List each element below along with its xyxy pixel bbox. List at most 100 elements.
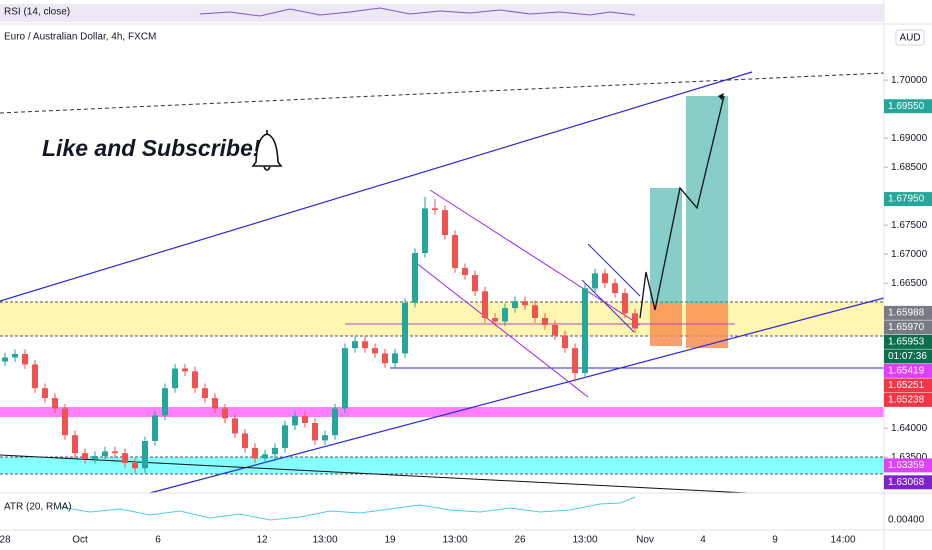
price-label: 01:07:36 xyxy=(888,351,927,362)
price-label: 1.65953 xyxy=(888,337,925,348)
price-label-bg xyxy=(884,320,932,335)
candle-body xyxy=(542,317,548,325)
rsi-label: RSI (14, close) xyxy=(4,7,70,18)
price-label: 1.69550 xyxy=(888,101,925,112)
candle-body xyxy=(302,416,308,424)
bell-icon xyxy=(251,130,283,171)
candle-body xyxy=(112,451,118,454)
candle-body xyxy=(262,454,268,459)
yellow-zone xyxy=(0,302,884,336)
candle-body xyxy=(592,273,598,289)
price-label: 1.65238 xyxy=(888,395,925,406)
y-tick-label: 1.66500 xyxy=(891,278,928,289)
candle-body xyxy=(352,341,358,349)
candle-body xyxy=(172,368,178,389)
candle-body xyxy=(12,353,18,358)
candle-body xyxy=(562,335,568,349)
price-label: 1.65988 xyxy=(888,308,925,319)
candle-body xyxy=(232,418,238,434)
candle-body xyxy=(22,353,28,365)
candle-body xyxy=(322,435,328,441)
price-label: 1.65970 xyxy=(888,322,925,333)
candle-body xyxy=(572,348,578,374)
candle-body xyxy=(202,388,208,399)
price-label-bg xyxy=(884,305,932,320)
x-tick-label: 19 xyxy=(384,535,396,546)
price-label-bg xyxy=(884,349,932,364)
x-tick-label: 4 xyxy=(700,535,706,546)
candle-body xyxy=(2,357,8,362)
rsi-band xyxy=(0,4,884,22)
candle-body xyxy=(452,235,458,269)
candle-body xyxy=(532,305,538,318)
y-tick-label: 1.63500 xyxy=(891,452,928,463)
symbol-title: Euro / Australian Dollar, 4h, FXCM xyxy=(4,32,156,43)
x-tick-label: 13:00 xyxy=(312,535,337,546)
candle-body xyxy=(552,324,558,336)
candle-body xyxy=(222,408,228,419)
price-label-bg xyxy=(884,192,932,207)
price-label: 1.65419 xyxy=(888,366,925,377)
long-stop xyxy=(686,304,728,348)
price-label-bg xyxy=(884,363,932,378)
flag-line xyxy=(581,279,635,333)
candle-body xyxy=(72,435,78,454)
magenta-zone xyxy=(0,407,884,417)
candle-body xyxy=(52,398,58,409)
x-tick-label: Nov xyxy=(636,535,654,546)
y-tick-label: 1.70000 xyxy=(891,75,928,86)
candle-body xyxy=(122,453,128,464)
candle-body xyxy=(492,317,498,322)
candle-body xyxy=(42,388,48,399)
price-label-bg xyxy=(884,392,932,407)
x-tick-label: 13:00 xyxy=(572,535,597,546)
x-tick-label: Oct xyxy=(72,535,88,546)
x-tick-label: 6 xyxy=(155,535,161,546)
candle-body xyxy=(432,208,438,211)
price-label-bg xyxy=(884,334,932,349)
dashed-trendline xyxy=(0,72,885,114)
x-tick-label: 12 xyxy=(256,535,268,546)
candle-body xyxy=(422,208,428,254)
y-tick-label: 1.69000 xyxy=(891,133,928,144)
candle-body xyxy=(502,308,508,322)
candle-body xyxy=(622,293,628,314)
price-label: 1.65251 xyxy=(888,380,925,391)
long-target xyxy=(650,188,682,304)
y-tick-label: 1.67500 xyxy=(891,220,928,231)
candle-body xyxy=(482,291,488,318)
candle-body xyxy=(512,301,518,309)
y-tick-label: 1.67000 xyxy=(891,249,928,260)
atr-line xyxy=(59,496,636,521)
cyan-zone xyxy=(0,457,884,474)
annotation: Like and Subscribe! xyxy=(42,135,261,161)
candle-body xyxy=(312,423,318,441)
channel-upper xyxy=(0,71,753,302)
long-target xyxy=(686,96,728,304)
candle-body xyxy=(522,301,528,306)
candle-body xyxy=(392,353,398,364)
candle-body xyxy=(382,353,388,364)
candle-body xyxy=(162,388,168,416)
atr-label: ATR (20, RMA) xyxy=(4,502,72,513)
x-tick-label: 13:00 xyxy=(442,535,467,546)
candle-body xyxy=(132,463,138,469)
currency-badge xyxy=(895,29,925,46)
price-label-bg xyxy=(884,99,932,114)
candle-body xyxy=(242,433,248,448)
candle-body xyxy=(142,440,148,469)
y-tick-label: 1.68500 xyxy=(891,162,928,173)
price-label: 1.63359 xyxy=(888,460,925,471)
projection-path xyxy=(639,95,725,319)
flag-line xyxy=(587,243,641,297)
atr-tick-label: 0.00400 xyxy=(888,515,925,526)
candle-body xyxy=(252,447,258,459)
candle-body xyxy=(102,451,108,457)
price-label-bg xyxy=(884,458,932,473)
candle-body xyxy=(212,398,218,409)
candle-body xyxy=(272,447,278,455)
x-tick-label: 26 xyxy=(514,535,526,546)
price-label-bg xyxy=(884,475,932,490)
candle-body xyxy=(442,210,448,236)
